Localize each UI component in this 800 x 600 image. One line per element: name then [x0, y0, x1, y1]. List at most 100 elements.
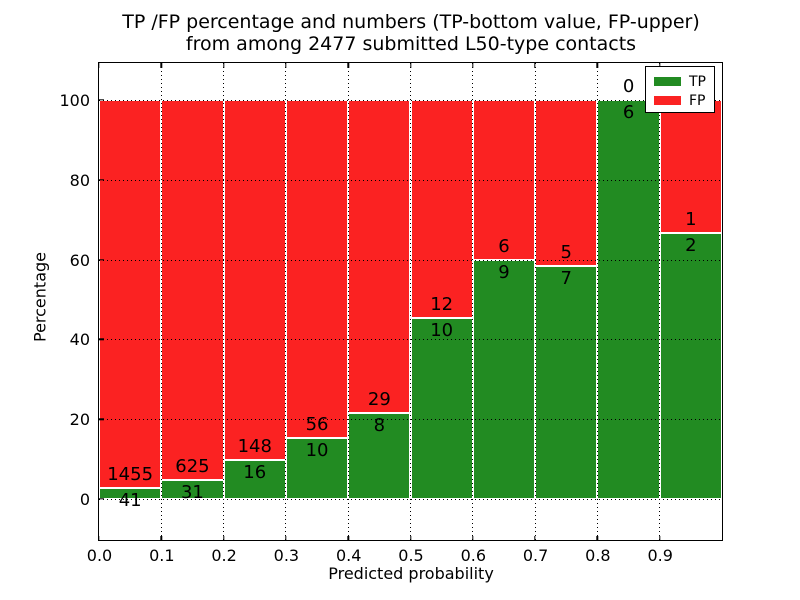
bar-tp-segment — [410, 317, 473, 499]
bar-tp-segment — [597, 100, 660, 499]
bar-tp-segment — [348, 412, 411, 499]
tp-count-label: 10 — [305, 440, 329, 462]
fp-count-label: 12 — [430, 293, 454, 315]
x-tick-top — [160, 63, 162, 68]
x-tick-label: 0.8 — [585, 546, 611, 565]
fp-count-label: 6 — [498, 235, 510, 257]
plot-area: 1455 41 625 31 148 16 56 10 29 8 12 10 6 9 5 7 0 6 1 2 TP F… — [98, 62, 723, 541]
bar-tp-segment — [659, 233, 722, 499]
x-tick-label: 0.0 — [86, 546, 113, 565]
bar-fp-segment — [659, 100, 722, 234]
x-tick-bottom — [285, 535, 287, 540]
tp-count-label: 10 — [430, 319, 454, 341]
y-tick-left — [99, 498, 104, 500]
x-tick-label: 0.5 — [398, 546, 424, 565]
tp-count-label: 6 — [622, 102, 635, 124]
bar-tp-segment — [472, 259, 536, 499]
x-tick-bottom — [472, 535, 474, 540]
gridline-vertical — [347, 63, 349, 540]
bar-tp-segment — [99, 487, 162, 499]
y-tick-left — [99, 179, 104, 181]
fp-count-label: 5 — [560, 242, 572, 264]
y-tick-label: 100 — [59, 91, 90, 111]
x-tick-bottom — [658, 535, 661, 540]
bar-tp-segment — [223, 460, 286, 499]
x-tick-bottom — [534, 535, 536, 540]
chart-title-line2: from among 2477 submitted L50-type conta… — [185, 33, 637, 55]
x-tick-label: 0.9 — [647, 546, 673, 565]
legend-swatch-tp-icon — [654, 76, 681, 87]
fp-count-label: 29 — [367, 388, 391, 410]
tp-count-label: 9 — [498, 261, 510, 283]
x-tick-bottom — [222, 535, 225, 540]
x-tick-top — [596, 63, 599, 68]
y-tick-left — [99, 258, 104, 261]
tp-count-label: 31 — [180, 482, 204, 504]
x-tick-bottom — [160, 535, 162, 540]
gridline-vertical — [596, 63, 598, 540]
tp-count-label: 2 — [685, 235, 697, 257]
legend-entry-fp: FP — [654, 91, 714, 110]
grid-layer — [99, 63, 722, 540]
gridline-vertical — [160, 63, 162, 540]
tp-count-label: 8 — [373, 414, 386, 436]
bars-layer — [99, 63, 722, 540]
x-tick-label: 0.1 — [149, 546, 175, 565]
bar-fp-segment — [348, 100, 411, 413]
x-tick-label: 0.7 — [522, 546, 549, 565]
fp-count-label: 625 — [175, 456, 210, 478]
x-tick-top — [658, 63, 661, 68]
x-tick-top — [98, 63, 100, 68]
fp-count-label: 0 — [622, 76, 635, 98]
bar-tp-segment — [285, 438, 349, 499]
x-tick-top — [347, 63, 349, 68]
y-tick-label: 80 — [69, 170, 90, 190]
tp-count-label: 7 — [560, 268, 572, 290]
y-tick-left — [99, 338, 104, 341]
x-tick-top — [285, 63, 287, 68]
x-tick-top — [472, 63, 474, 68]
bar-tp-segment — [535, 266, 598, 499]
legend-swatch-fp-icon — [654, 95, 681, 106]
fp-count-label: 1 — [685, 209, 697, 231]
legend-label-fp: FP — [689, 92, 706, 109]
fp-count-label: 1455 — [107, 463, 154, 485]
tp-count-label: 41 — [118, 489, 142, 511]
x-tick-top — [534, 63, 536, 68]
annotations-layer: 1455 41 625 31 148 16 56 10 29 8 12 10 6 9 5 7 0 6 1 2 — [99, 63, 722, 540]
gridline-vertical — [534, 63, 536, 540]
x-axis-label: Predicted probability — [328, 564, 494, 583]
x-tick-bottom — [596, 535, 599, 540]
bar-fp-segment — [99, 100, 162, 488]
x-tick-bottom — [347, 535, 349, 540]
bar-fp-segment — [285, 100, 349, 439]
bar-fp-segment — [223, 100, 286, 460]
y-tick-left — [99, 99, 104, 101]
legend-entry-tp: TP — [654, 72, 714, 91]
legend-label-tp: TP — [689, 73, 706, 90]
x-tick-bottom — [98, 535, 100, 540]
bar-tp-segment — [161, 480, 224, 499]
y-tick-label: 0 — [79, 489, 90, 509]
gridline-vertical — [659, 63, 661, 540]
ticks-layer — [98, 63, 722, 540]
gridline-vertical — [410, 63, 411, 540]
x-tick-label: 0.6 — [460, 546, 487, 565]
x-tick-bottom — [409, 535, 412, 540]
y-tick-label: 40 — [69, 330, 90, 350]
gridline-vertical — [285, 63, 287, 540]
gridline-vertical — [223, 63, 225, 540]
tp-count-label: 16 — [243, 462, 267, 483]
legend: TP FP — [645, 66, 715, 113]
y-tick-label: 60 — [69, 250, 90, 270]
x-tick-label: 0.4 — [335, 546, 362, 565]
chart-title-line1: TP /FP percentage and numbers (TP-bottom… — [122, 11, 700, 33]
y-tick-label: 20 — [69, 410, 90, 430]
x-tick-label: 0.3 — [273, 546, 300, 565]
bar-fp-segment — [161, 100, 224, 481]
y-tick-left — [99, 418, 104, 420]
fp-count-label: 148 — [237, 436, 272, 457]
chart-title: TP /FP percentage and numbers (TP-bottom… — [98, 11, 724, 55]
x-tick-top — [409, 63, 412, 68]
